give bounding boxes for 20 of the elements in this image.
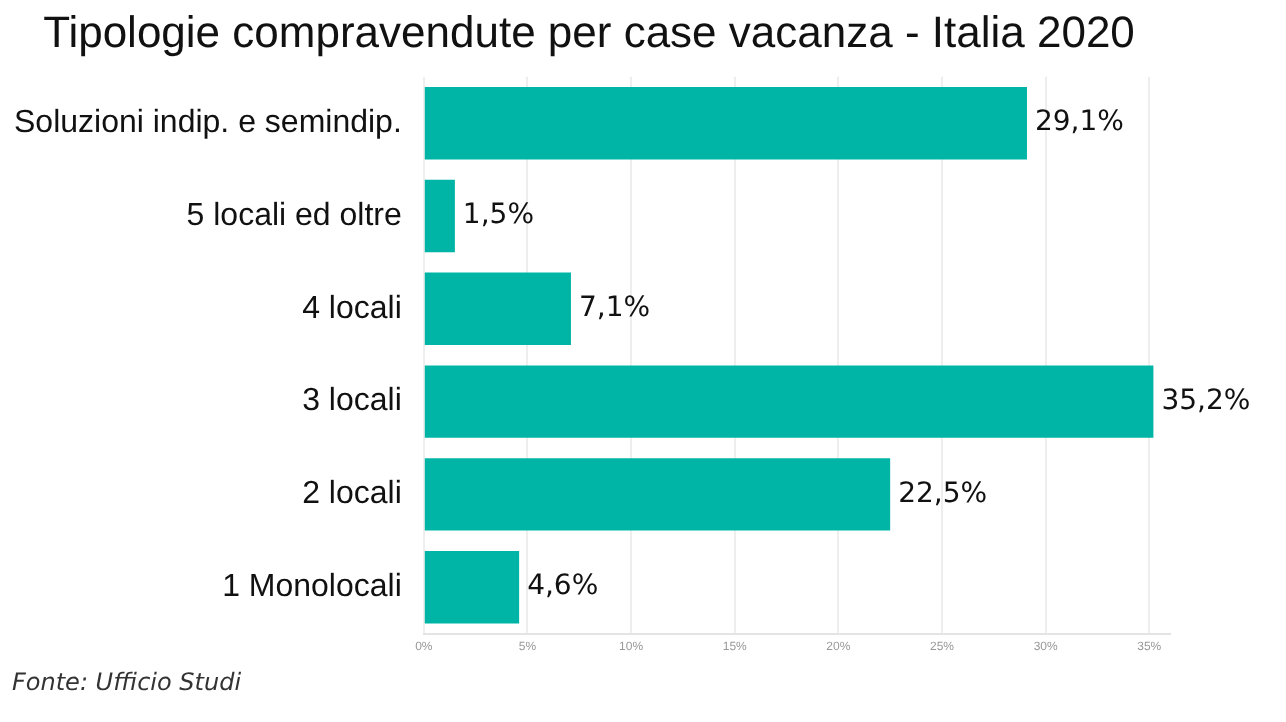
y-tick-label: Soluzioni indip. e semindip. <box>14 106 402 141</box>
data-label: 29,1% <box>1034 106 1124 139</box>
data-label: 35,2% <box>1161 384 1251 417</box>
data-label: 7,1% <box>578 292 651 325</box>
bar <box>424 87 1027 160</box>
y-tick-label: 2 locali <box>302 477 402 512</box>
bar <box>424 272 571 345</box>
bar <box>424 179 455 253</box>
bar <box>424 365 1154 438</box>
data-label: 1,5% <box>462 199 535 232</box>
data-label: 22,5% <box>898 477 988 510</box>
y-tick-label: 3 locali <box>302 384 402 419</box>
y-tick-label: 1 Monolocali <box>222 570 402 605</box>
y-tick-label: 4 locali <box>302 291 402 326</box>
bar <box>424 551 520 624</box>
source-note: Fonte: Ufficio Studi <box>12 668 242 696</box>
bar <box>424 458 891 531</box>
data-label: 4,6% <box>527 570 599 603</box>
chart-title: Tipologie compravendute per case vacanza - Italia 2020 <box>43 6 1135 57</box>
y-tick-label: 5 locali ed oltre <box>186 198 402 233</box>
